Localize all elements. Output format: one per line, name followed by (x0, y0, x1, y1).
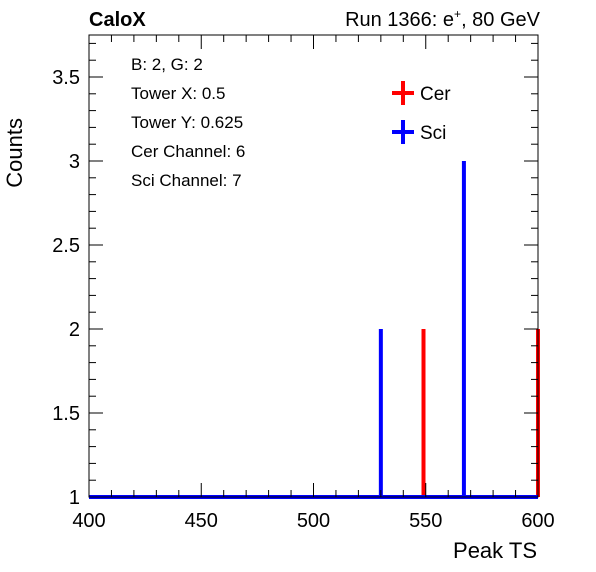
legend-label: Cer (420, 84, 451, 105)
info-line: Tower X: 0.5 (131, 84, 226, 103)
y-tick-label: 3 (69, 151, 80, 173)
y-axis-title: Counts (2, 118, 27, 188)
x-tick-label: 550 (409, 510, 442, 532)
y-tick-label: 2.5 (52, 235, 80, 257)
x-tick-label: 450 (185, 510, 218, 532)
y-tick-label: 2 (69, 319, 80, 341)
info-line: B: 2, G: 2 (131, 55, 203, 74)
plot-frame (89, 35, 538, 497)
run-info: Run 1366: e+, 80 GeV (345, 7, 541, 31)
x-tick-label: 400 (72, 510, 105, 532)
y-tick-label: 1 (69, 487, 80, 509)
tick-labels: 400 450 500 550 600 1 1.5 2 2.5 3 3.5 (52, 67, 555, 532)
info-box: B: 2, G: 2 Tower X: 0.5 Tower Y: 0.625 Cer … (131, 55, 245, 190)
info-line: Cer Channel: 6 (131, 142, 245, 161)
info-line: Tower Y: 0.625 (131, 113, 243, 132)
x-axis-title: Peak TS (453, 538, 537, 563)
x-tick-label: 600 (521, 510, 554, 532)
run-info-sup: + (454, 7, 461, 21)
y-tick-label: 3.5 (52, 67, 80, 89)
legend: Cer Sci (392, 81, 451, 144)
y-tick-label: 1.5 (52, 403, 80, 425)
x-tick-label: 500 (297, 510, 330, 532)
run-info-prefix: Run 1366: e (345, 9, 454, 31)
info-line: Sci Channel: 7 (131, 171, 242, 190)
data-series (89, 161, 538, 497)
run-info-suffix: , 80 GeV (461, 9, 541, 31)
axis-ticks (89, 35, 538, 497)
header-title: CaloX (89, 9, 146, 31)
legend-label: Sci (420, 123, 446, 144)
